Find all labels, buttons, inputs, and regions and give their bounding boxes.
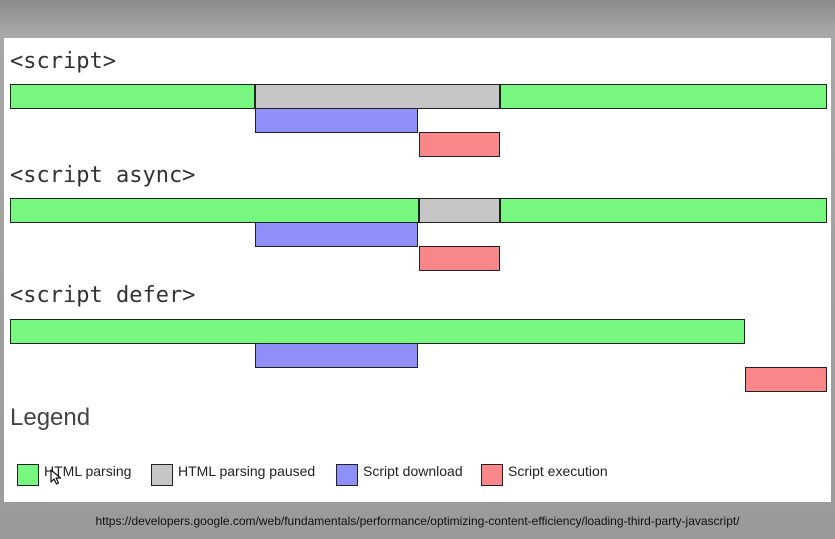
legend-label-script-download: Script download: [363, 463, 463, 479]
legend-label-html-parsing: HTML parsing: [44, 463, 132, 479]
bar-parsing-1-2: [500, 198, 827, 223]
section-heading-script-defer: <script defer>: [10, 283, 196, 308]
bar-execution-2-2: [745, 367, 827, 392]
bar-paused-1-1: [418, 198, 501, 223]
bar-download-2-1: [255, 343, 419, 368]
legend-title: Legend: [10, 404, 91, 431]
bar-download-0-3: [255, 108, 419, 133]
bar-parsing-2-0: [10, 319, 746, 344]
legend-label-script-execution: Script execution: [508, 463, 608, 479]
bar-download-1-3: [255, 222, 419, 247]
source-url: https://developers.google.com/web/fundam…: [95, 514, 740, 528]
bar-parsing-0-2: [500, 84, 827, 109]
legend-swatch-html-parsing: [17, 464, 39, 486]
bar-parsing-0-0: [10, 84, 256, 109]
legend-swatch-html-parsing-paused: [151, 464, 173, 486]
diagram-slide: <script> <script async> <script defer> L…: [4, 38, 831, 502]
bar-execution-1-4: [418, 246, 501, 271]
legend-swatch-script-execution: [481, 464, 503, 486]
section-heading-script: <script>: [10, 49, 116, 74]
bar-execution-0-4: [418, 132, 501, 157]
legend-label-html-parsing-paused: HTML parsing paused: [178, 463, 316, 479]
section-heading-script-async: <script async>: [10, 163, 196, 188]
arrow-pointer-icon: [50, 469, 62, 485]
legend-swatch-script-download: [336, 464, 358, 486]
bar-parsing-1-0: [10, 198, 419, 223]
bar-paused-0-1: [255, 84, 501, 109]
